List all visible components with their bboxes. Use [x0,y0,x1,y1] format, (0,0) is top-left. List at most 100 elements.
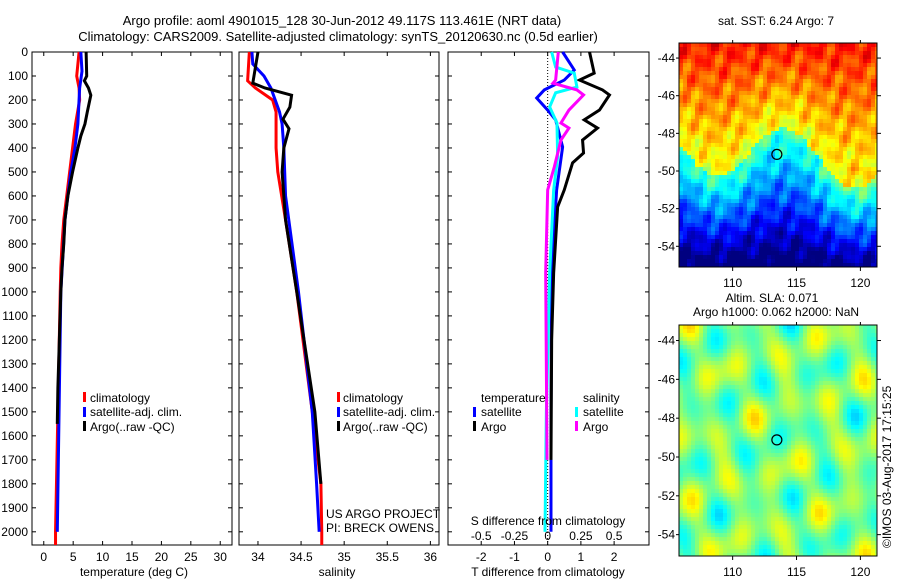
map-cell [795,47,799,51]
map-cell [727,111,731,115]
map-cell [743,131,747,135]
map-cell [823,203,827,207]
map-cell [855,357,859,361]
map-cell [779,75,783,79]
map-cell [711,155,715,159]
map-cell [695,259,699,263]
map-cell [719,469,723,473]
map-cell [731,215,735,219]
map-cell [855,239,859,243]
map-cell [831,147,835,151]
lon-tick-label: 110 [723,276,742,290]
map-cell [743,143,747,147]
map-cell [739,51,743,55]
map-cell [799,373,803,377]
map-cell [787,67,791,71]
map-cell [735,47,739,51]
map-cell [711,357,715,361]
map-cell [715,187,719,191]
map-cell [859,119,863,123]
map-cell [711,143,715,147]
map-cell [823,179,827,183]
map-cell [719,433,723,437]
map-cell [695,389,699,393]
map-cell [795,259,799,263]
map-cell [855,247,859,251]
map-cell [703,247,707,251]
map-cell [871,385,875,389]
map-cell [739,119,743,123]
map-cell [687,465,691,469]
map-cell [863,333,867,337]
map-cell [847,135,851,139]
map-cell [775,211,779,215]
map-cell [743,199,747,203]
map-cell [783,461,787,465]
map-cell [855,325,859,329]
map-cell [763,417,767,421]
map-cell [855,473,859,477]
map-cell [819,103,823,107]
map-cell [851,449,855,453]
map-cell [695,87,699,91]
map-cell [839,345,843,349]
map-cell [687,325,691,329]
map-cell [867,337,871,341]
map-cell [775,477,779,481]
map-cell [699,433,703,437]
map-cell [739,59,743,63]
map-cell [683,183,687,187]
map-cell [679,99,683,103]
map-cell [719,365,723,369]
map-cell [747,401,751,405]
map-cell [835,421,839,425]
map-cell [823,263,827,267]
map-cell [759,377,763,381]
map-cell [819,329,823,333]
map-cell [731,325,735,329]
map-cell [839,417,843,421]
map-cell [767,179,771,183]
map-cell [747,151,751,155]
map-cell [855,255,859,259]
map-cell [795,155,799,159]
map-cell [679,139,683,143]
map-cell [735,413,739,417]
map-cell [859,107,863,111]
map-cell [711,341,715,345]
map-cell [739,135,743,139]
map-cell [775,119,779,123]
map-cell [727,95,731,99]
map-cell [775,329,779,333]
map-cell [771,163,775,167]
map-cell [683,163,687,167]
map-cell [819,369,823,373]
map-cell [707,397,711,401]
map-cell [799,91,803,95]
map-cell [779,385,783,389]
map-cell [763,111,767,115]
map-cell [795,239,799,243]
map-cell [731,43,735,47]
map-cell [731,107,735,111]
map-cell [739,373,743,377]
map-cell [763,473,767,477]
map-cell [763,469,767,473]
map-cell [743,413,747,417]
map-cell [679,469,683,473]
map-cell [771,401,775,405]
map-cell [811,437,815,441]
map-cell [699,195,703,199]
map-cell [863,111,867,115]
map-cell [699,99,703,103]
map-cell [679,115,683,119]
map-cell [719,373,723,377]
map-cell [699,445,703,449]
map-cell [851,139,855,143]
map-cell [747,389,751,393]
map-cell [703,199,707,203]
map-cell [695,473,699,477]
map-cell [711,203,715,207]
map-cell [723,381,727,385]
map-cell [707,457,711,461]
